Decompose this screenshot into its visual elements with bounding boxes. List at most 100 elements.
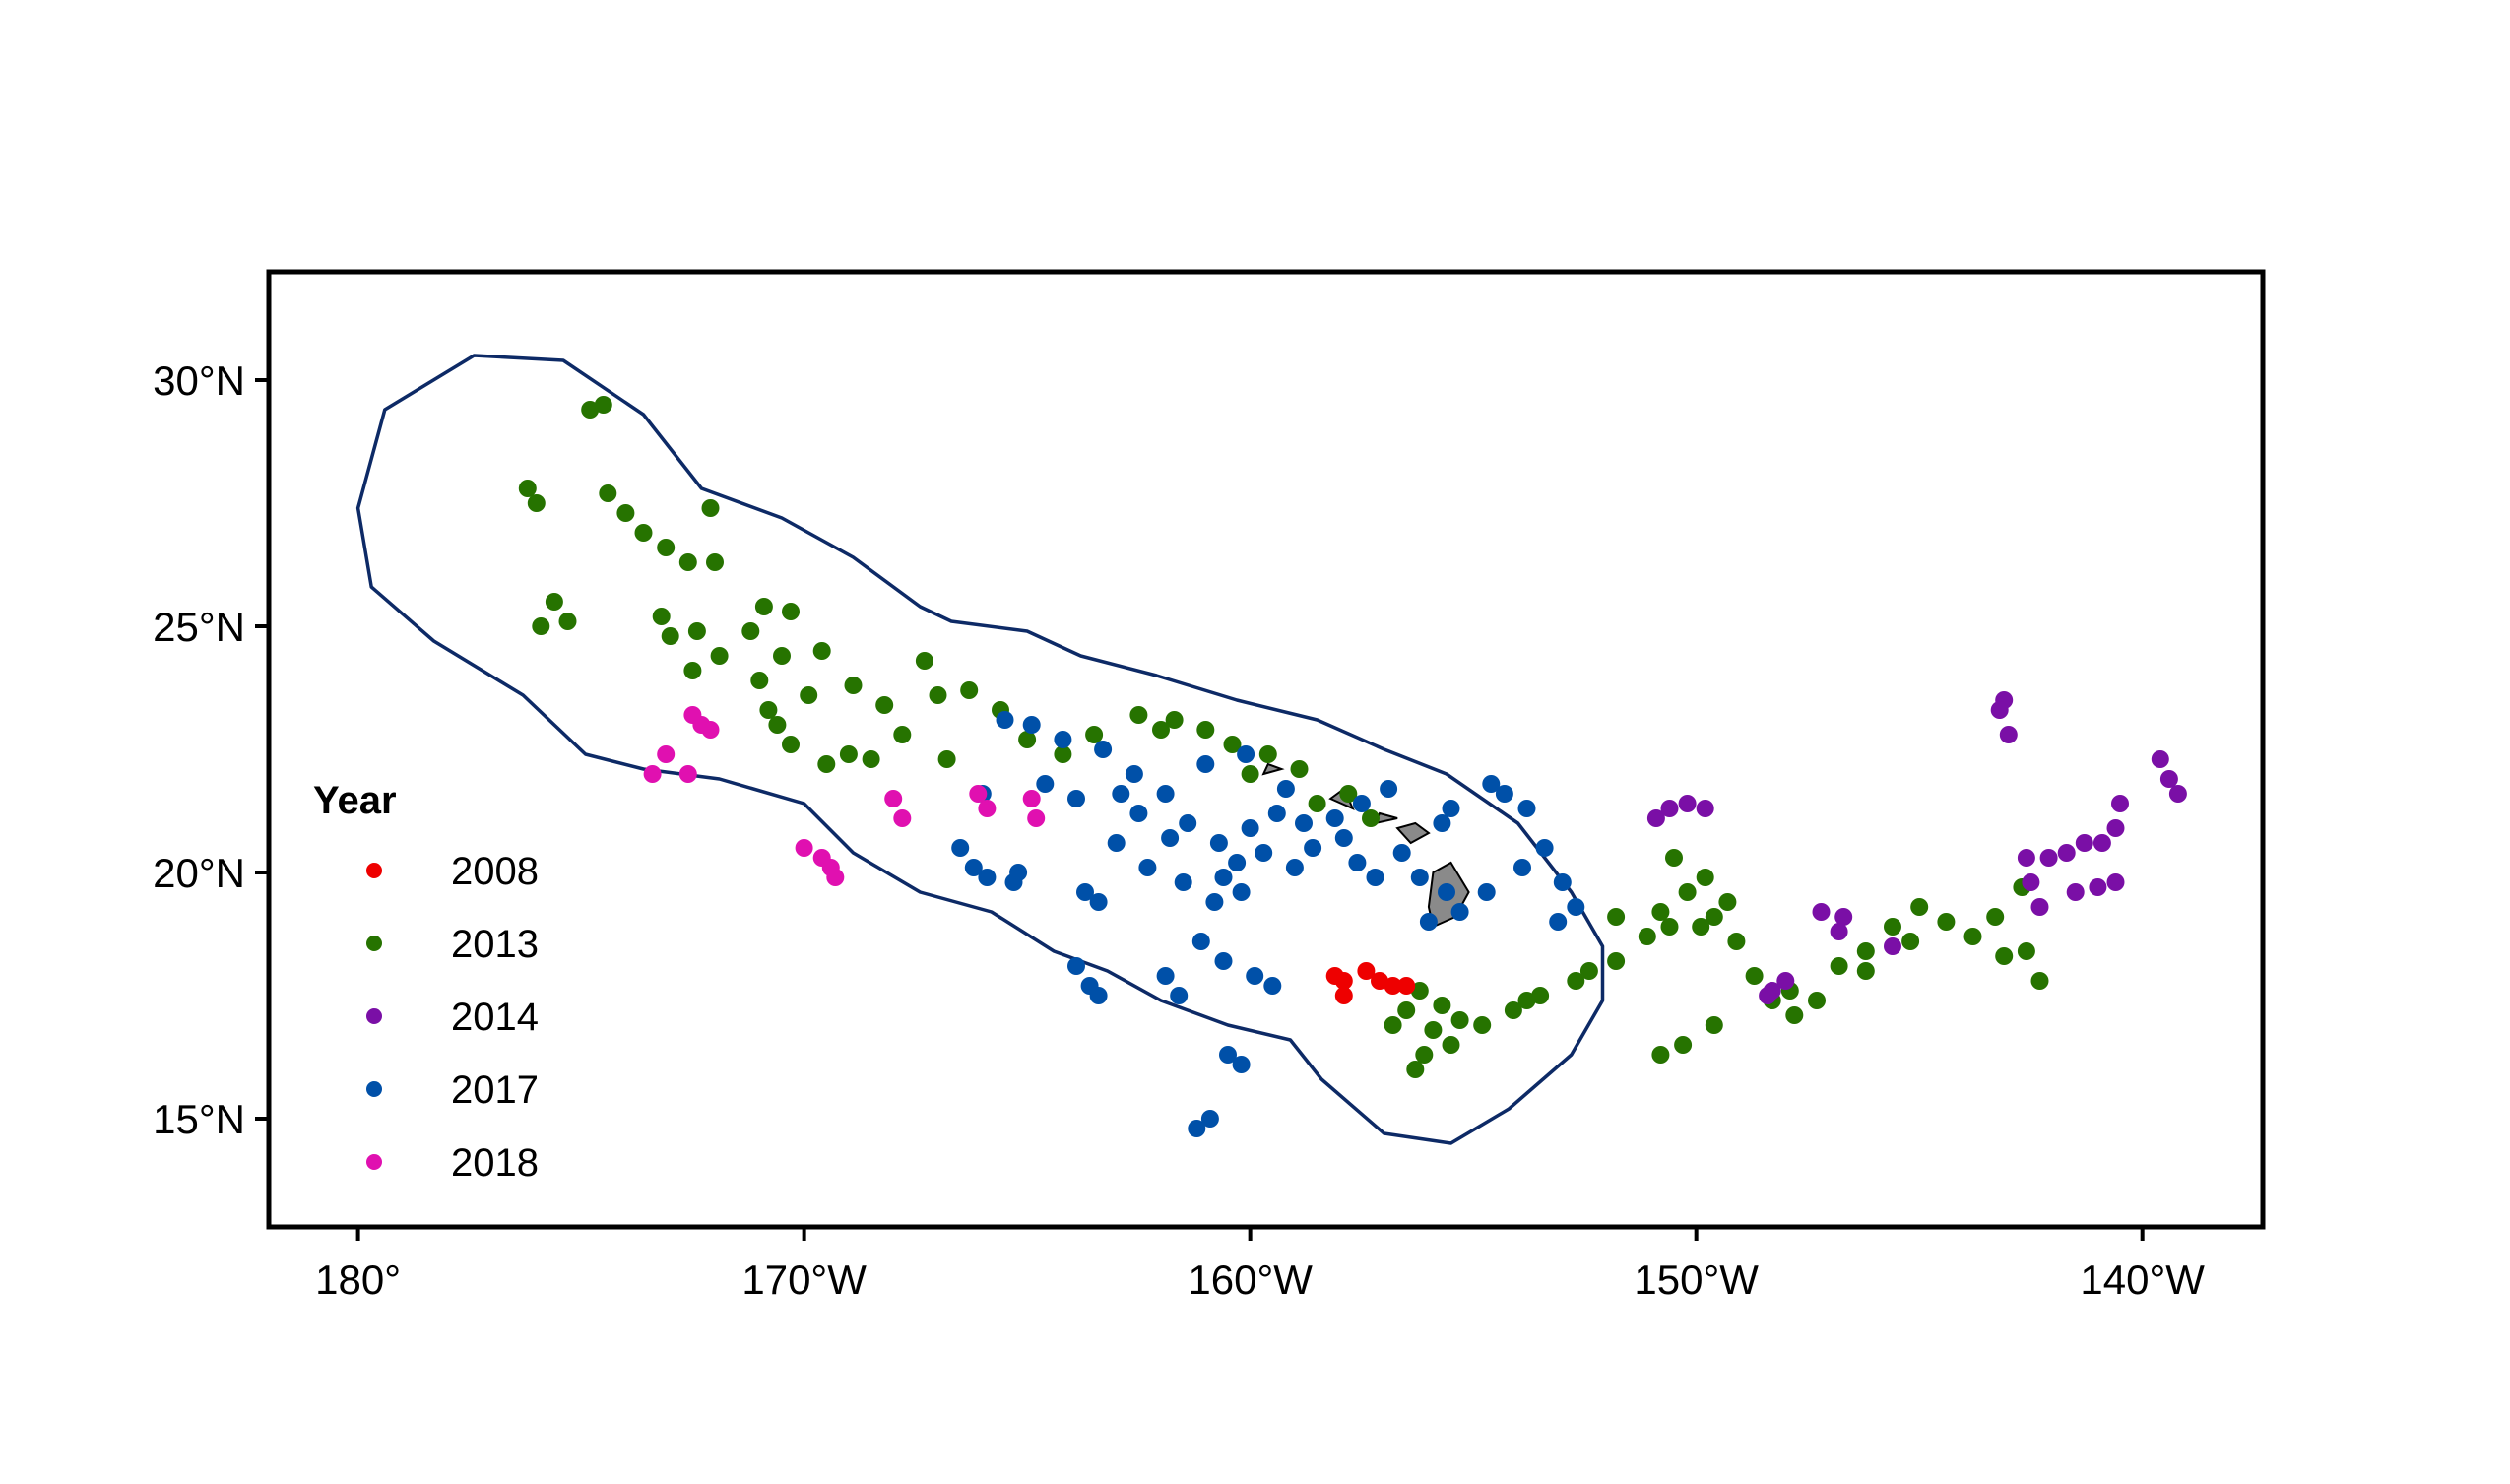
point-2013-48 [1415,1046,1434,1064]
point-2017-0 [951,839,970,857]
point-2013-59 [1651,903,1670,921]
point-2013-74 [1937,913,1956,931]
point-2017-39 [1334,829,1353,847]
point-2013-76 [1986,908,2005,926]
point-2013-34 [1290,760,1309,778]
point-2013-4 [599,484,617,502]
x-tick-label: 170°W [741,1257,867,1303]
point-2017-43 [1410,869,1429,886]
y-tick-label: 25°N [153,604,245,650]
point-2013-37 [1362,809,1380,827]
series-2017 [951,711,1585,1137]
point-2014-14 [2030,898,2049,916]
point-2017-57 [1255,844,1273,862]
point-2017-15 [1263,977,1282,995]
point-2013-86 [1410,982,1429,1000]
point-2017-20 [1138,859,1157,876]
point-2013-80 [1995,947,2014,965]
point-2013-81 [1674,1036,1693,1054]
point-2013-18 [782,736,800,753]
legend-title: Year [313,779,397,822]
x-tick-label: 180° [315,1257,401,1303]
point-2017-25 [1156,785,1175,803]
point-2017-30 [996,711,1014,729]
point-2013-7 [657,539,676,556]
point-2017-52 [1553,873,1572,891]
point-2013-47 [937,750,956,768]
point-2013-15 [773,647,791,665]
point-2014-15 [2089,878,2107,896]
point-2017-46 [1477,883,1496,901]
point-2013-87 [1442,1036,1460,1054]
point-2017-24 [1179,814,1197,832]
point-2014-22 [1812,903,1831,921]
point-2013-16 [750,672,769,689]
point-2013-96 [683,662,702,679]
point-2018-12 [1022,790,1041,807]
point-2013-41 [844,677,863,694]
series-2014 [1646,691,2187,1004]
point-2017-6 [1089,893,1108,911]
point-2013-44 [812,642,831,660]
series-2018 [643,706,1046,886]
point-2008-6 [1325,967,1344,985]
point-2008-4 [1384,977,1402,995]
point-2013-43 [915,652,933,670]
point-layer [518,396,2187,1137]
point-2017-42 [1392,844,1411,862]
point-2013-62 [1696,869,1714,886]
legend-key-2017 [366,1081,382,1097]
point-2014-4 [2159,770,2178,788]
point-2013-38 [532,617,550,635]
point-2014-10 [2057,844,2076,862]
island-5 [1261,762,1285,776]
point-2013-31 [1196,721,1215,739]
point-2013-101 [1241,765,1259,783]
point-2013-89 [1450,1011,1469,1029]
point-2017-2 [978,869,997,886]
point-2013-72 [1884,918,1901,936]
point-2018-14 [692,716,711,734]
point-2013-100 [1152,721,1170,739]
point-2017-12 [1191,933,1210,950]
point-2013-28 [1085,726,1104,743]
point-2017-67 [1107,834,1126,852]
point-2018-2 [678,765,697,783]
legend: Year 2008 2013 2014 2017 2018 [313,779,539,1185]
point-2017-7 [1067,957,1085,975]
point-2017-69 [1419,913,1438,931]
point-2017-61 [1267,805,1286,822]
legend-key-2018 [366,1154,382,1170]
point-2017-41 [1366,869,1384,886]
y-tick-label: 30°N [153,357,245,404]
point-2017-23 [1209,834,1228,852]
point-2014-7 [2106,819,2125,837]
point-2017-50 [1535,839,1554,857]
point-2013-32 [1223,736,1242,753]
point-2013-42 [875,696,894,714]
point-2013-71 [1856,942,1875,960]
point-2017-38 [1380,780,1398,798]
series-2013 [518,396,2049,1078]
point-2013-90 [1579,962,1598,980]
point-2017-55 [1442,800,1460,817]
point-2008-5 [1397,977,1416,995]
point-2013-93 [1856,962,1875,980]
point-2013-13 [754,598,773,615]
point-2013-73 [1910,898,1929,916]
point-2014-6 [2111,795,2129,812]
point-2014-2 [1999,726,2018,743]
boundary-layer [355,354,1605,1145]
point-2017-22 [1228,854,1247,871]
point-2014-17 [2066,883,2085,901]
point-2018-5 [795,839,813,857]
point-2013-98 [558,613,577,630]
point-2013-70 [1830,957,1848,975]
point-2013-24 [960,681,979,699]
point-2013-3 [527,494,546,512]
point-2017-18 [1200,1110,1219,1128]
point-2014-11 [2039,849,2058,867]
y-tick-label: 20°N [153,850,245,896]
point-2013-56 [1567,972,1585,990]
